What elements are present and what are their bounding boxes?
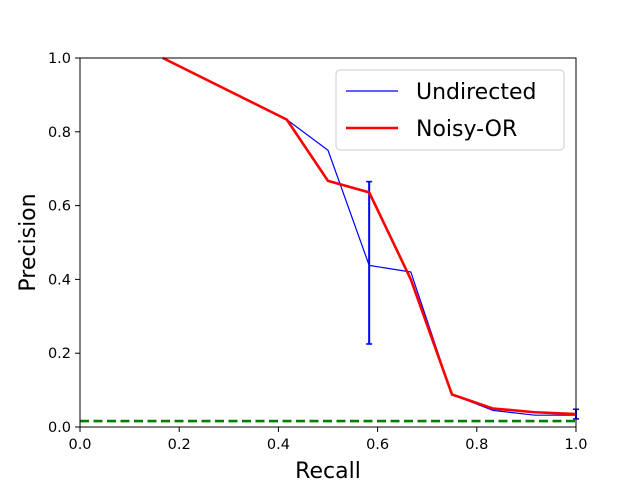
y-tick-label: 0.8	[48, 125, 71, 141]
x-tick-label: 0.0	[68, 437, 91, 453]
legend-box	[335, 69, 565, 151]
y-axis-label: Precision	[16, 193, 41, 291]
error-bar	[366, 180, 373, 345]
y-tick-label: 0.6	[48, 199, 71, 215]
x-tick-label: 1.0	[564, 437, 587, 453]
legend: Undirected Noisy-OR	[335, 69, 565, 151]
plot-frame	[79, 57, 577, 428]
y-tick-label: 0.0	[48, 420, 71, 436]
plot-area	[79, 56, 579, 428]
y-tick-label: 1.0	[48, 51, 71, 67]
legend-label-noisy-or: Noisy-OR	[416, 117, 517, 142]
series-line-undirected	[162, 57, 576, 416]
y-tick-label: 0.4	[48, 272, 71, 288]
y-tick-label: 0.2	[48, 346, 71, 362]
x-tick-label: 0.8	[465, 437, 488, 453]
y-axis-ticks: 0.0 0.2 0.4 0.6 0.8 1.0	[48, 51, 80, 436]
legend-label-undirected: Undirected	[416, 80, 536, 105]
x-tick-label: 0.4	[267, 437, 290, 453]
series-line-noisy-or	[162, 56, 577, 416]
x-tick-label: 0.6	[366, 437, 389, 453]
x-axis-ticks: 0.0 0.2 0.4 0.6 0.8 1.0	[68, 427, 588, 453]
x-tick-label: 0.2	[168, 437, 191, 453]
x-axis-label: Recall	[295, 459, 361, 480]
